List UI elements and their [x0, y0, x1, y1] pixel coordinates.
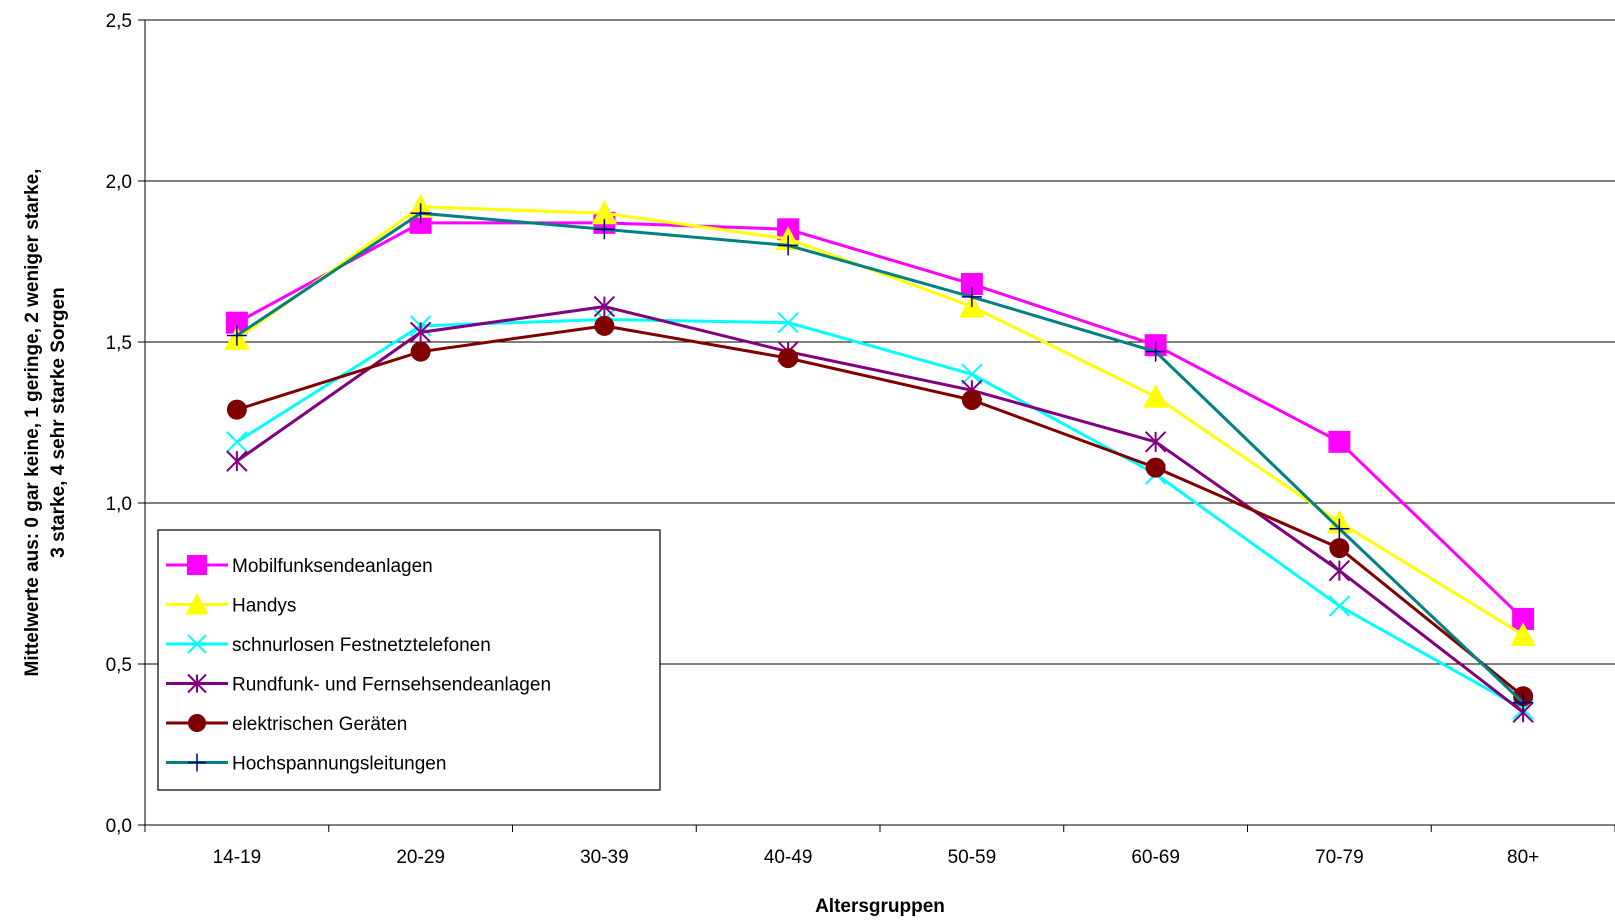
data-point-x	[777, 311, 799, 334]
legend-item: Mobilfunksendeanlagen	[166, 555, 433, 577]
data-point-triangle	[591, 200, 618, 225]
series-line	[236, 221, 1525, 621]
series-line	[236, 324, 1525, 698]
y-tick-label: 0,0	[106, 816, 132, 837]
series-group	[224, 194, 1536, 724]
y-axis-title: Mittelwerte aus: 0 gar keine, 1 geringe,…	[22, 169, 69, 677]
data-point-star	[409, 321, 432, 344]
series-4	[226, 315, 1534, 707]
series-line	[236, 305, 1525, 714]
data-point-circle	[1329, 538, 1350, 559]
legend-label: Hochspannungsleitungen	[232, 754, 446, 775]
legend-label: Handys	[232, 596, 296, 617]
data-point-star	[187, 673, 207, 694]
data-point-plus	[188, 753, 206, 772]
legend-item: Rundfunk- und Fernsehsendeanlagen	[166, 673, 551, 696]
data-point-triangle	[1510, 622, 1536, 647]
y-axis-ticks: 0,0 0,5 1,0 1,5 2,0 2,5	[106, 11, 145, 837]
data-point-circle	[188, 714, 206, 732]
data-point-circle	[778, 348, 799, 369]
data-point-triangle	[1142, 384, 1169, 408]
x-tick-label: 30-39	[580, 847, 629, 868]
data-point-plus	[410, 203, 431, 224]
x-tick-label: 20-29	[396, 847, 445, 868]
data-point-plus	[1329, 518, 1350, 539]
series-line	[235, 205, 1524, 637]
data-point-plus	[1513, 692, 1534, 713]
legend-box	[157, 529, 661, 791]
data-point-plus	[778, 235, 799, 256]
data-point-plus	[961, 286, 982, 307]
data-point-star	[1328, 559, 1351, 582]
data-point-triangle	[185, 593, 209, 615]
data-point-circle	[961, 389, 982, 410]
data-point-circle	[410, 341, 431, 362]
data-point-circle	[226, 399, 247, 420]
series-line	[236, 211, 1525, 704]
x-tick-label: 60-69	[1131, 847, 1180, 868]
x-axis-ticks: 14-19 20-29 30-39 40-49 50-59 60-69 70-79 80+	[144, 825, 1615, 868]
data-point-square	[960, 273, 983, 296]
x-tick-label: 80+	[1507, 847, 1539, 868]
data-point-square	[1328, 430, 1351, 453]
data-point-star	[593, 295, 616, 318]
x-tick-label: 14-19	[213, 847, 262, 868]
legend-label: Mobilfunksendeanlagen	[232, 556, 433, 577]
data-point-square	[1512, 607, 1535, 630]
x-tick-label: 70-79	[1315, 847, 1364, 868]
x-axis-title: Altersgruppen	[815, 896, 945, 917]
y-axis-title-line: 3 starke, 4 sehr starke Sorgen	[48, 287, 69, 557]
data-point-square	[225, 311, 248, 334]
y-tick-label: 1,5	[106, 333, 132, 354]
gridlines	[145, 19, 1615, 665]
y-axis-title-line: Mittelwerte aus: 0 gar keine, 1 geringe,…	[22, 169, 43, 677]
legend-label: schnurlosen Festnetztelefonen	[232, 635, 491, 656]
x-tick-label: 50-59	[948, 847, 997, 868]
series-5	[226, 203, 1534, 713]
legend-label: elektrischen Geräten	[232, 714, 407, 735]
data-point-x	[187, 634, 207, 654]
data-point-circle	[594, 315, 615, 336]
data-point-x	[961, 363, 983, 385]
data-point-star	[1144, 431, 1167, 453]
legend-item: Handys	[166, 593, 296, 617]
y-tick-label: 0,5	[106, 655, 132, 676]
legend-item: elektrischen Geräten	[166, 714, 407, 735]
data-point-x	[1328, 595, 1351, 617]
y-tick-label: 2,0	[106, 172, 132, 193]
legend: Mobilfunksendeanlagen Handys schnurlosen F…	[157, 529, 661, 791]
data-point-plus	[226, 325, 247, 346]
x-tick-label: 40-49	[764, 847, 813, 868]
data-point-star	[226, 450, 248, 472]
y-tick-label: 2,5	[106, 11, 132, 32]
legend-item: Hochspannungsleitungen	[166, 753, 446, 775]
data-point-plus	[594, 219, 615, 240]
data-point-square	[187, 555, 207, 575]
data-point-plus	[1145, 341, 1166, 362]
legend-item: schnurlosen Festnetztelefonen	[166, 634, 491, 656]
y-tick-label: 1,0	[106, 494, 132, 515]
data-point-circle	[1145, 457, 1166, 478]
series-line	[236, 317, 1524, 711]
legend-label: Rundfunk- und Fernsehsendeanlagen	[232, 675, 551, 696]
data-point-x	[226, 431, 248, 453]
